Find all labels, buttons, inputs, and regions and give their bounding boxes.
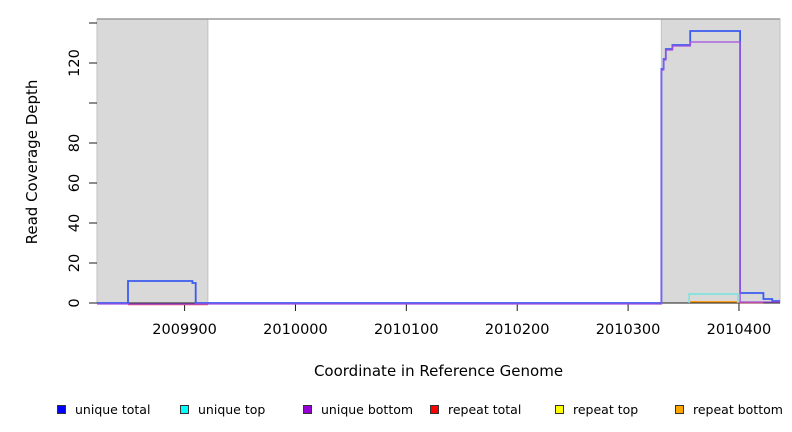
legend-swatch-icon: [430, 404, 439, 414]
legend-label: repeat bottom: [693, 401, 783, 417]
x-tick-label: 2010400: [707, 322, 772, 338]
legend-swatch-icon: [303, 404, 312, 414]
y-tick-label: 80: [67, 134, 83, 152]
x-tick-label: 2010200: [485, 322, 550, 338]
legend-swatch-icon: [675, 404, 684, 414]
legend-label: unique total: [75, 401, 151, 417]
shaded-region: [96, 18, 209, 304]
x-tick-label: 2010000: [263, 322, 328, 338]
x-tick-label: 2010100: [374, 322, 439, 338]
x-axis-title: Coordinate in Reference Genome: [313, 362, 564, 380]
legend-label: repeat total: [448, 401, 522, 417]
y-tick-label: 120: [67, 49, 83, 77]
y-tick-label: 0: [67, 298, 83, 307]
y-tick-label: 20: [67, 254, 83, 272]
y-tick-label: 40: [67, 214, 83, 232]
legend-swatch-icon: [555, 404, 564, 414]
legend-item-unique-total: unique total: [57, 399, 150, 419]
legend-item-repeat-top: repeat top: [555, 399, 638, 419]
x-tick-label: 2009900: [152, 322, 217, 338]
series-line-unique-bottom: [97, 41, 780, 305]
shaded-region: [660, 18, 781, 304]
x-tick-label: 2010300: [596, 322, 661, 338]
legend-label: unique bottom: [321, 401, 414, 417]
legend-item-unique-top: unique top: [180, 399, 265, 419]
y-axis-title: Read Coverage Depth: [23, 79, 41, 245]
legend-label: repeat top: [573, 401, 639, 417]
plot-legend: unique total unique top unique bottom repea…: [0, 399, 792, 423]
series-line-unique-top: [688, 293, 739, 303]
legend-swatch-icon: [180, 404, 189, 414]
legend-item-repeat-bottom: repeat bottom: [675, 399, 783, 419]
legend-swatch-icon: [57, 404, 66, 414]
y-tick-label: 60: [67, 174, 83, 192]
legend-label: unique top: [198, 401, 266, 417]
legend-item-repeat-total: repeat total: [430, 399, 521, 419]
legend-item-unique-bottom: unique bottom: [303, 399, 413, 419]
